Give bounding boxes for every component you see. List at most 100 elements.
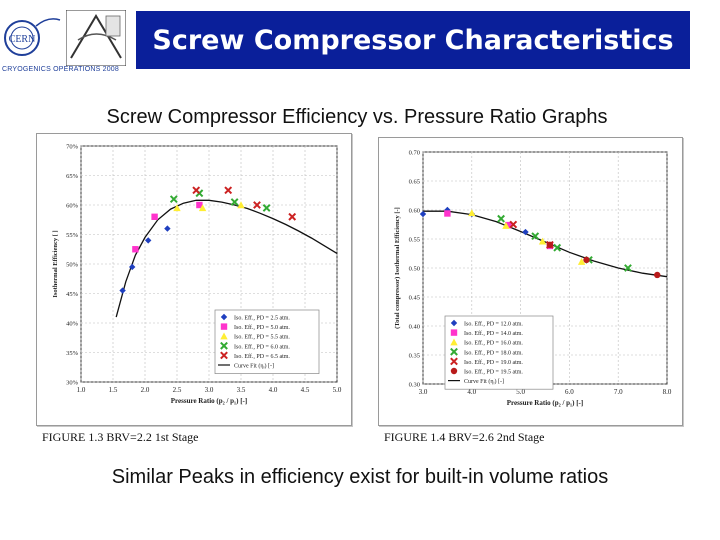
y-tick-label: 0.35 [409, 353, 420, 360]
data-point-c2-s4 [553, 243, 562, 252]
x-tick-label: 5.0 [516, 388, 525, 396]
y-tick-label: 65% [66, 173, 79, 180]
y-tick-label: 60% [66, 203, 79, 210]
data-point-c1-s4 [262, 204, 271, 212]
legend-marker [220, 323, 228, 330]
data-point-c1-s3 [173, 204, 181, 212]
data-point-c2-s2 [505, 221, 512, 229]
y-axis-label: Isothermal Efficiency [ ] [52, 230, 59, 297]
y-tick-label: 0.70 [409, 150, 420, 157]
legend-marker [220, 341, 228, 350]
y-tick-label: 30% [66, 380, 79, 387]
x-tick-label: 3.0 [419, 388, 428, 396]
legend-label: Iso. Eff., PD = 6.5 atm. [234, 353, 290, 360]
chart-bvr-2-2: 30% 35% 40% 45% 50% 55% 60% 65% 70% 1.0 1.5 2.0 2.5 3… [52, 144, 342, 406]
cern-logo-text: CERN [9, 34, 36, 45]
y-tick-label: 45% [66, 291, 79, 298]
y-tick-label: 40% [66, 321, 79, 328]
data-point-c1-s4 [169, 195, 178, 204]
chart-bvr-2-6: 0.30 0.35 0.40 0.45 0.50 0.55 0.60 0.65 0.70 3.0 4… [394, 150, 672, 408]
data-point-c2-s5 [509, 220, 518, 229]
data-point-c2-s1 [419, 210, 427, 218]
figure-1-3-caption: FIGURE 1.3 BRV=2.2 1st Stage [42, 430, 199, 444]
legend-label: Iso. Eff., PD = 5.5 atm. [234, 334, 290, 341]
data-point-c2-s3 [577, 257, 586, 265]
legend-label: Curve Fit (ηᵢ) [-] [234, 363, 274, 370]
figure-1-3-frame: 30% 35% 40% 45% 50% 55% 60% 65% 70% 1.0 1.5 2.0 2.5 3… [36, 133, 352, 426]
legend-box [444, 315, 554, 390]
data-point-c1-s1 [164, 225, 171, 232]
data-point-c2-s6 [654, 271, 661, 279]
legend-label: Iso. Eff., PD = 5.0 atm. [234, 324, 290, 331]
x-tick-label: 1.5 [109, 386, 118, 394]
x-tick-label: 3.0 [205, 386, 214, 394]
x-tick-label: 5.0 [333, 386, 342, 394]
figure-1-4-caption: FIGURE 1.4 BRV=2.6 2nd Stage [384, 430, 545, 444]
title-bar: Screw Compressor Characteristics [136, 11, 690, 69]
y-tick-label: 35% [66, 350, 79, 357]
data-point-c2-s2 [444, 210, 451, 217]
x-tick-label: 4.0 [269, 386, 278, 394]
data-point-c1-s1 [129, 263, 136, 271]
legend-label: Curve Fit (ηᵢ) [-] [464, 378, 504, 385]
x-tick-label: 7.0 [614, 388, 623, 396]
x-tick-label: 2.0 [141, 386, 150, 394]
legend-label: Iso. Eff., PD = 19.0 atm. [464, 359, 523, 366]
data-point-c1-s2 [132, 246, 139, 253]
figure-1-4-frame: 0.30 0.35 0.40 0.45 0.50 0.55 0.60 0.65 0.70 3.0 4… [378, 137, 683, 426]
legend-marker [450, 367, 458, 375]
y-tick-label: 0.45 [409, 295, 420, 302]
legend-label: Iso. Eff., PD = 14.0 atm. [464, 330, 523, 337]
logo-caption: CRYOGENICS OPERATIONS 2008 [2, 66, 119, 73]
curve-fit-line [115, 199, 338, 318]
legend-label: Iso. Eff., PD = 2.5 atm. [234, 315, 290, 322]
legend-marker [450, 319, 458, 327]
data-point-c1-s5 [192, 186, 201, 195]
y-tick-label: 0.55 [409, 237, 420, 244]
y-tick-label: 0.50 [409, 266, 420, 273]
y-tick-label: 0.60 [409, 208, 420, 215]
footer-note: Similar Peaks in efficiency exist for bu… [111, 466, 609, 488]
y-tick-label: 0.40 [409, 324, 420, 331]
data-point-c1-s5 [253, 201, 261, 209]
legend-marker [450, 357, 458, 366]
data-point-c1-s1 [145, 237, 152, 244]
x-tick-label: 1.0 [77, 386, 86, 394]
y-tick-label: 0.65 [409, 179, 420, 186]
legend-label: Iso. Eff., PD = 12.0 atm. [464, 321, 523, 328]
data-point-c2-s4 [497, 214, 505, 223]
data-point-c1-s2 [151, 213, 158, 220]
cern-logo: CERN [2, 12, 62, 64]
y-tick-label: 50% [66, 262, 79, 269]
legend-marker [450, 338, 458, 346]
data-point-c1-s2 [196, 201, 203, 209]
x-tick-label: 6.0 [565, 388, 574, 396]
x-axis-label: Pressure Ratio (p₂ / p₁) [-] [171, 397, 247, 405]
data-point-c2-s6 [546, 241, 554, 248]
legend-marker [220, 351, 228, 360]
x-tick-label: 8.0 [663, 388, 672, 396]
data-point-c1-s4 [230, 198, 239, 206]
x-tick-label: 2.5 [173, 386, 182, 394]
page-title: Screw Compressor Characteristics [152, 24, 674, 56]
subtitle: Screw Compressor Efficiency vs. Pressure… [106, 106, 608, 128]
data-point-c2-s3 [502, 221, 510, 229]
data-point-c2-s3 [538, 237, 547, 245]
data-point-c2-s6 [583, 256, 590, 264]
legend-label: Iso. Eff., PD = 18.0 atm. [464, 349, 523, 356]
data-point-c1-s3 [198, 204, 207, 212]
legend-marker [450, 329, 458, 336]
y-tick-label: 55% [66, 232, 79, 239]
legend-marker [220, 313, 228, 321]
data-point-c2-s3 [468, 209, 476, 217]
x-tick-label: 4.5 [301, 386, 310, 394]
legend-marker [220, 332, 228, 340]
y-tick-label: 70% [66, 144, 79, 151]
data-point-c1-s5 [224, 186, 233, 195]
data-point-c1-s1 [119, 287, 126, 294]
y-tick-label: 0.30 [409, 382, 420, 389]
legend-label: Iso. Eff., PD = 19.5 atm. [464, 369, 523, 376]
legend-marker [450, 347, 458, 356]
legend-label: Iso. Eff., PD = 16.0 atm. [464, 340, 523, 347]
x-axis-label: Pressure Ratio (p₂ / p₁) [-] [507, 399, 583, 407]
